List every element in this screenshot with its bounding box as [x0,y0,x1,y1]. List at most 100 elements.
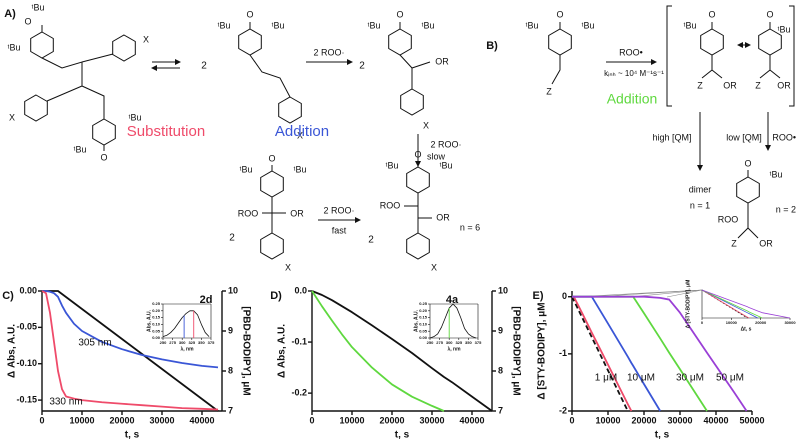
bond [41,25,114,151]
x-axis-label: λ, nm [447,346,461,352]
substituent: ᵗBu [272,20,285,30]
y2-tick-label: 10 [498,285,508,295]
substituent: ᵗBu [386,160,399,170]
x-tick-label: 40000 [459,416,484,426]
panel-label: C) [2,290,14,302]
y-axis-label: Abs, A.U. [413,309,419,332]
chart: 0 10000 20000 30000 40000 0.0 -0.1 -0.2 7 8 9 10 t, … [270,285,521,440]
substituent: X [285,262,291,272]
stoichiometry: n = 1 [690,200,710,210]
atom: O [414,149,421,159]
y-tick-label: -0.05 [16,322,37,332]
coefficient: 2 [368,235,374,246]
series-line [571,296,629,412]
substituent: ᵗBu [526,20,539,30]
x-axis-label: t, s [125,430,140,441]
substituent: Z [697,80,703,90]
y-tick-label: 0.05 [152,328,161,333]
x-tick-label: 10000 [595,416,620,426]
series-label: 1 μM [595,373,617,384]
scheme-a: A) O ᵗBu ᵗBu X X ᵗBu O ᵗBu 2 O ᵗBu ᵗBu X… [4,2,480,272]
panel-label: E) [533,290,544,302]
panel-label: D) [270,290,282,302]
annotation: 4a [446,294,459,306]
pathway-label: Substitution [127,123,205,140]
x-tick-label: 50000 [739,416,764,426]
y-tick-label: 0.0 [294,285,307,295]
y2-tick-label: 10 [228,285,238,295]
bond [249,22,291,98]
atom: O [268,153,275,163]
chart: 0 10000 20000 30000 40000 0.00 -0.05 -0.10 -0.15… [2,285,251,440]
substituent: ᵗBu [294,164,307,174]
substituent: ᵗBu [74,144,87,154]
series-line [572,295,661,412]
series-label: 30 μM [676,373,704,384]
ring [700,28,724,56]
substituent: OR [723,80,737,90]
y-tick-label: 0 [562,291,567,301]
substituent: Z [755,80,761,90]
coefficient: 2 [229,233,235,244]
x-tick-label: 20000 [109,416,134,426]
reagent: 2 ROO· [313,47,344,57]
x-tick-label: 20000 [379,416,404,426]
substituent: Z [731,238,737,248]
series-line [701,289,763,319]
y-tick-label: 0.00 [152,335,161,340]
x-tick-label: 325 [188,340,195,345]
series-line [42,290,219,412]
substituent: ᵗBu [129,112,142,122]
x-tick-label: 30000 [667,416,692,426]
y-tick-label: 0.25 [419,301,428,306]
ring [736,176,760,204]
x-tick-label: 30000 [149,416,174,426]
x-tick-label: 0 [569,416,574,426]
y-tick-label: 0.15 [152,315,161,320]
substituent: ᵗBu [770,169,783,179]
y-tick-label: 0.10 [152,321,161,326]
y-axis-label: Δ [STY-BODIPY], μM [685,280,691,329]
y-axis-label: Abs, A.U. [146,309,152,332]
atom: O [100,152,107,162]
ring [260,170,284,198]
inset-chart: 250 275 300 325 350 375 0.00 0.05 0.100.15 0.20 0.… [146,301,215,352]
bond [399,22,431,89]
bracket [666,5,795,107]
reagent: 2 ROO· [323,205,354,215]
y2-axis-label: [PBD-BODIPY], μM [240,306,251,395]
substituent: ᵗBu [240,164,253,174]
coefficient: 2 [359,61,365,72]
x-axis-label: t, s [395,430,410,441]
substituent: ROO [238,208,259,218]
substituent: Z [546,86,552,96]
y-tick-label: -0.1 [291,336,307,346]
y2-tick-label: 7 [228,405,233,415]
substituent: X [431,262,437,272]
chart: 0 10000 20000 30000 40000 50000 0 -1 -2 t, s Δ [ST… [533,290,765,441]
x-axis-label: Δt, s [741,326,752,332]
substituent: OR [777,80,791,90]
panel-label: A) [4,8,16,20]
y-tick-label: 0.00 [19,285,37,295]
x-tick-label: 250 [160,340,167,345]
x-axis-label: t, s [655,430,670,441]
y2-tick-label: 9 [228,325,233,335]
stoichiometry: n = 2 [776,204,796,214]
y-tick-label: 0.00 [419,335,428,340]
condition: slow [427,151,446,161]
atom: O [766,9,773,19]
x-tick-label: 40000 [703,416,728,426]
atom: O [396,9,403,19]
condition: low [QM] [726,132,762,142]
x-tick-label: 20000 [755,320,767,325]
bond [262,165,286,233]
x-tick-label: 375 [475,340,482,345]
bond [404,161,432,233]
y-tick-label: -0.2 [291,388,307,398]
x-tick-label: 10000 [69,416,94,426]
y-tick-label: 0.10 [419,321,428,326]
y-axis-label: Δ [STY-BODIPY], μM [537,302,548,399]
ring [406,232,430,260]
